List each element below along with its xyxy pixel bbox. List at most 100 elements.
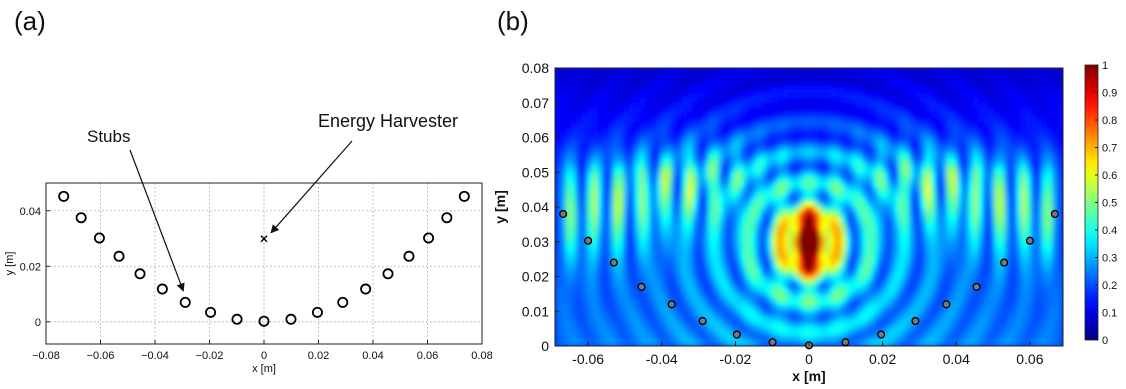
heatmap-cell: [666, 157, 673, 163]
heatmap-cell: [787, 177, 794, 183]
heatmap-cell: [861, 102, 868, 109]
heatmap-cell: [592, 266, 598, 273]
heatmap-cell: [692, 341, 699, 346]
heatmap-cell: [570, 177, 577, 183]
heatmap-cell: [719, 231, 725, 238]
heatmap-cell: [703, 276, 710, 283]
heatmap-cell: [920, 137, 927, 144]
heatmap-cell: [570, 306, 577, 312]
heatmap-cell: [682, 72, 688, 79]
heatmap-cell: [883, 336, 889, 342]
heatmap-cell: [597, 77, 604, 84]
heatmap-cell: [941, 261, 948, 268]
heatmap-cell: [565, 132, 572, 139]
heatmap-cell: [861, 92, 868, 99]
heatmap-cell: [761, 316, 768, 322]
heatmap-cell: [697, 117, 704, 124]
heatmap-cell: [740, 147, 747, 153]
heatmap-cell: [644, 336, 651, 342]
heatmap-cell: [883, 112, 889, 119]
heatmap-cell: [1004, 286, 1011, 292]
heatmap-cell: [809, 72, 815, 79]
heatmap-cell: [777, 281, 784, 288]
heatmap-cell: [655, 306, 662, 312]
heatmap-cell: [592, 261, 598, 268]
heatmap-cell: [692, 301, 699, 307]
heatmap-cell: [914, 301, 921, 307]
heatmap-cell: [592, 192, 598, 198]
heatmap-cell: [740, 311, 747, 317]
heatmap-cell: [856, 236, 863, 243]
heatmap-cell: [555, 132, 561, 139]
heatmap-cell: [793, 192, 800, 198]
heatmap-cell: [740, 326, 747, 332]
heatmap-cell: [565, 162, 572, 168]
heatmap-cell: [639, 226, 646, 233]
heatmap-cell: [597, 231, 604, 238]
heatmap-cell: [761, 291, 768, 297]
heatmap-cell: [560, 182, 567, 188]
heatmap-cell: [1010, 202, 1016, 208]
heatmap-cell: [840, 321, 847, 327]
heatmap-cell: [1015, 251, 1022, 258]
heatmap-cell: [936, 127, 942, 134]
heatmap-cell: [565, 122, 572, 129]
heatmap-cell: [740, 152, 747, 158]
heatmap-cell: [867, 132, 874, 139]
heatmap-cell: [555, 246, 561, 253]
heatmap-cell: [745, 216, 752, 223]
heatmap-cell: [618, 68, 625, 74]
heatmap-cell: [803, 221, 810, 228]
heatmap-cell: [851, 142, 858, 149]
heatmap-cell: [644, 301, 651, 307]
heatmap-cell: [766, 281, 773, 288]
heatmap-cell: [798, 187, 805, 193]
heatmap-cell: [576, 261, 583, 268]
heatmap-cell: [867, 137, 874, 144]
heatmap-cell: [586, 137, 593, 144]
heatmap-cell: [692, 192, 699, 198]
heatmap-cell: [893, 137, 900, 144]
heatmap-cell: [782, 226, 789, 233]
heatmap-cell: [586, 102, 593, 109]
heatmap-cell: [623, 331, 630, 337]
heatmap-cell: [756, 202, 762, 208]
heatmap-cell: [824, 147, 831, 153]
heatmap-cell: [909, 107, 916, 114]
heatmap-cell: [650, 192, 657, 198]
heatmap-cell: [946, 306, 953, 312]
heatmap-cell: [814, 281, 821, 288]
heatmap-cell: [719, 172, 725, 178]
heatmap-cell: [914, 226, 921, 233]
heatmap-cell: [761, 326, 768, 332]
heatmap-cell: [618, 336, 625, 342]
heatmap-cell: [750, 172, 757, 178]
heatmap-cell: [771, 246, 778, 253]
heatmap-cell: [650, 321, 657, 327]
heatmap-cell: [777, 97, 784, 104]
heatmap-cell: [570, 117, 577, 124]
heatmap-cell: [777, 207, 784, 213]
heatmap-cell: [565, 97, 572, 104]
heatmap-cell: [851, 187, 858, 193]
heatmap-cell: [803, 152, 810, 158]
heatmap-cell: [962, 266, 969, 273]
heatmap-cell: [634, 167, 641, 173]
heatmap-cell: [877, 241, 884, 248]
heatmap-cell: [856, 261, 863, 268]
heatmap-cell: [967, 87, 974, 94]
heatmap-cell: [771, 221, 778, 228]
heatmap-cell: [650, 107, 657, 114]
heatmap-cell: [851, 316, 858, 322]
heatmap-cell: [1004, 97, 1011, 104]
heatmap-cell: [793, 336, 800, 342]
heatmap-cell: [994, 226, 1001, 233]
heatmap-cell: [671, 226, 678, 233]
heatmap-cell: [618, 226, 625, 233]
heatmap-cell: [983, 211, 990, 218]
heatmap-cell: [734, 276, 741, 283]
heatmap-cell: [941, 306, 948, 312]
heatmap-cell: [967, 107, 974, 114]
heatmap-cell: [666, 137, 673, 144]
heatmap-cell: [909, 266, 916, 273]
